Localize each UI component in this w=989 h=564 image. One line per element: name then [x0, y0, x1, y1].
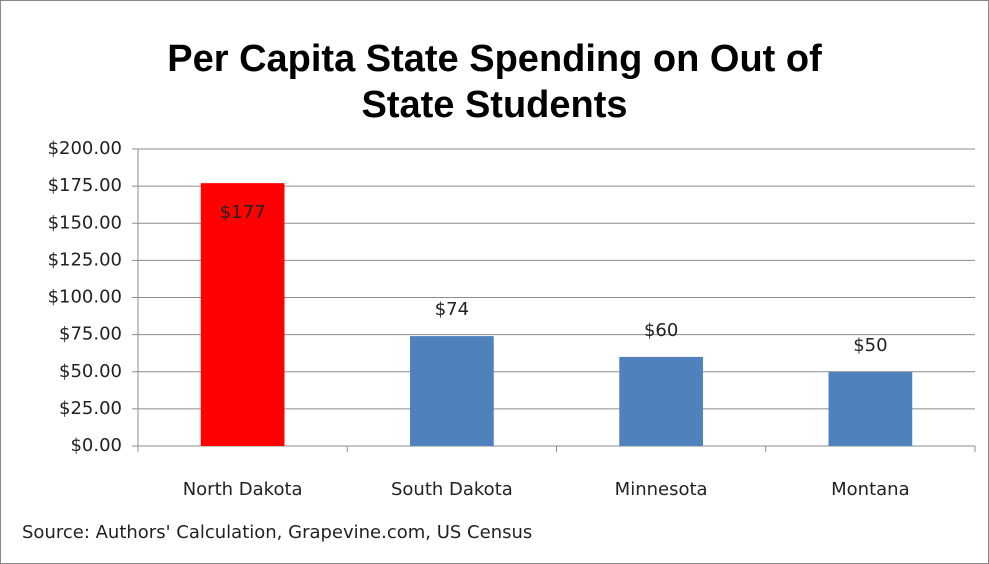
- y-tick-label: $75.00: [59, 324, 122, 345]
- x-tick-label: North Dakota: [183, 479, 303, 500]
- y-tick-label: $175.00: [48, 175, 122, 196]
- y-tick-label: $100.00: [48, 287, 122, 308]
- source-note: Source: Authors' Calculation, Grapevine.…: [22, 522, 532, 543]
- y-tick-label: $25.00: [59, 398, 122, 419]
- data-label: $50: [853, 335, 887, 356]
- data-label: $60: [644, 320, 678, 341]
- data-label: $74: [435, 299, 469, 320]
- y-tick-label: $200.00: [48, 138, 122, 159]
- x-tick-label: Montana: [831, 479, 909, 500]
- y-tick-label: $125.00: [48, 249, 122, 270]
- data-label: $177: [220, 202, 266, 223]
- chart-title: Per Capita State Spending on Out of Stat…: [167, 38, 822, 126]
- bar: [828, 371, 913, 446]
- x-tick-label: Minnesota: [615, 479, 708, 500]
- bar: [410, 336, 494, 446]
- bar: [619, 356, 703, 446]
- x-tick-label: South Dakota: [391, 479, 513, 500]
- bar: [200, 183, 285, 446]
- y-tick-label: $150.00: [48, 212, 122, 233]
- y-tick-label: $50.00: [59, 361, 122, 382]
- y-tick-label: $0.00: [70, 435, 122, 456]
